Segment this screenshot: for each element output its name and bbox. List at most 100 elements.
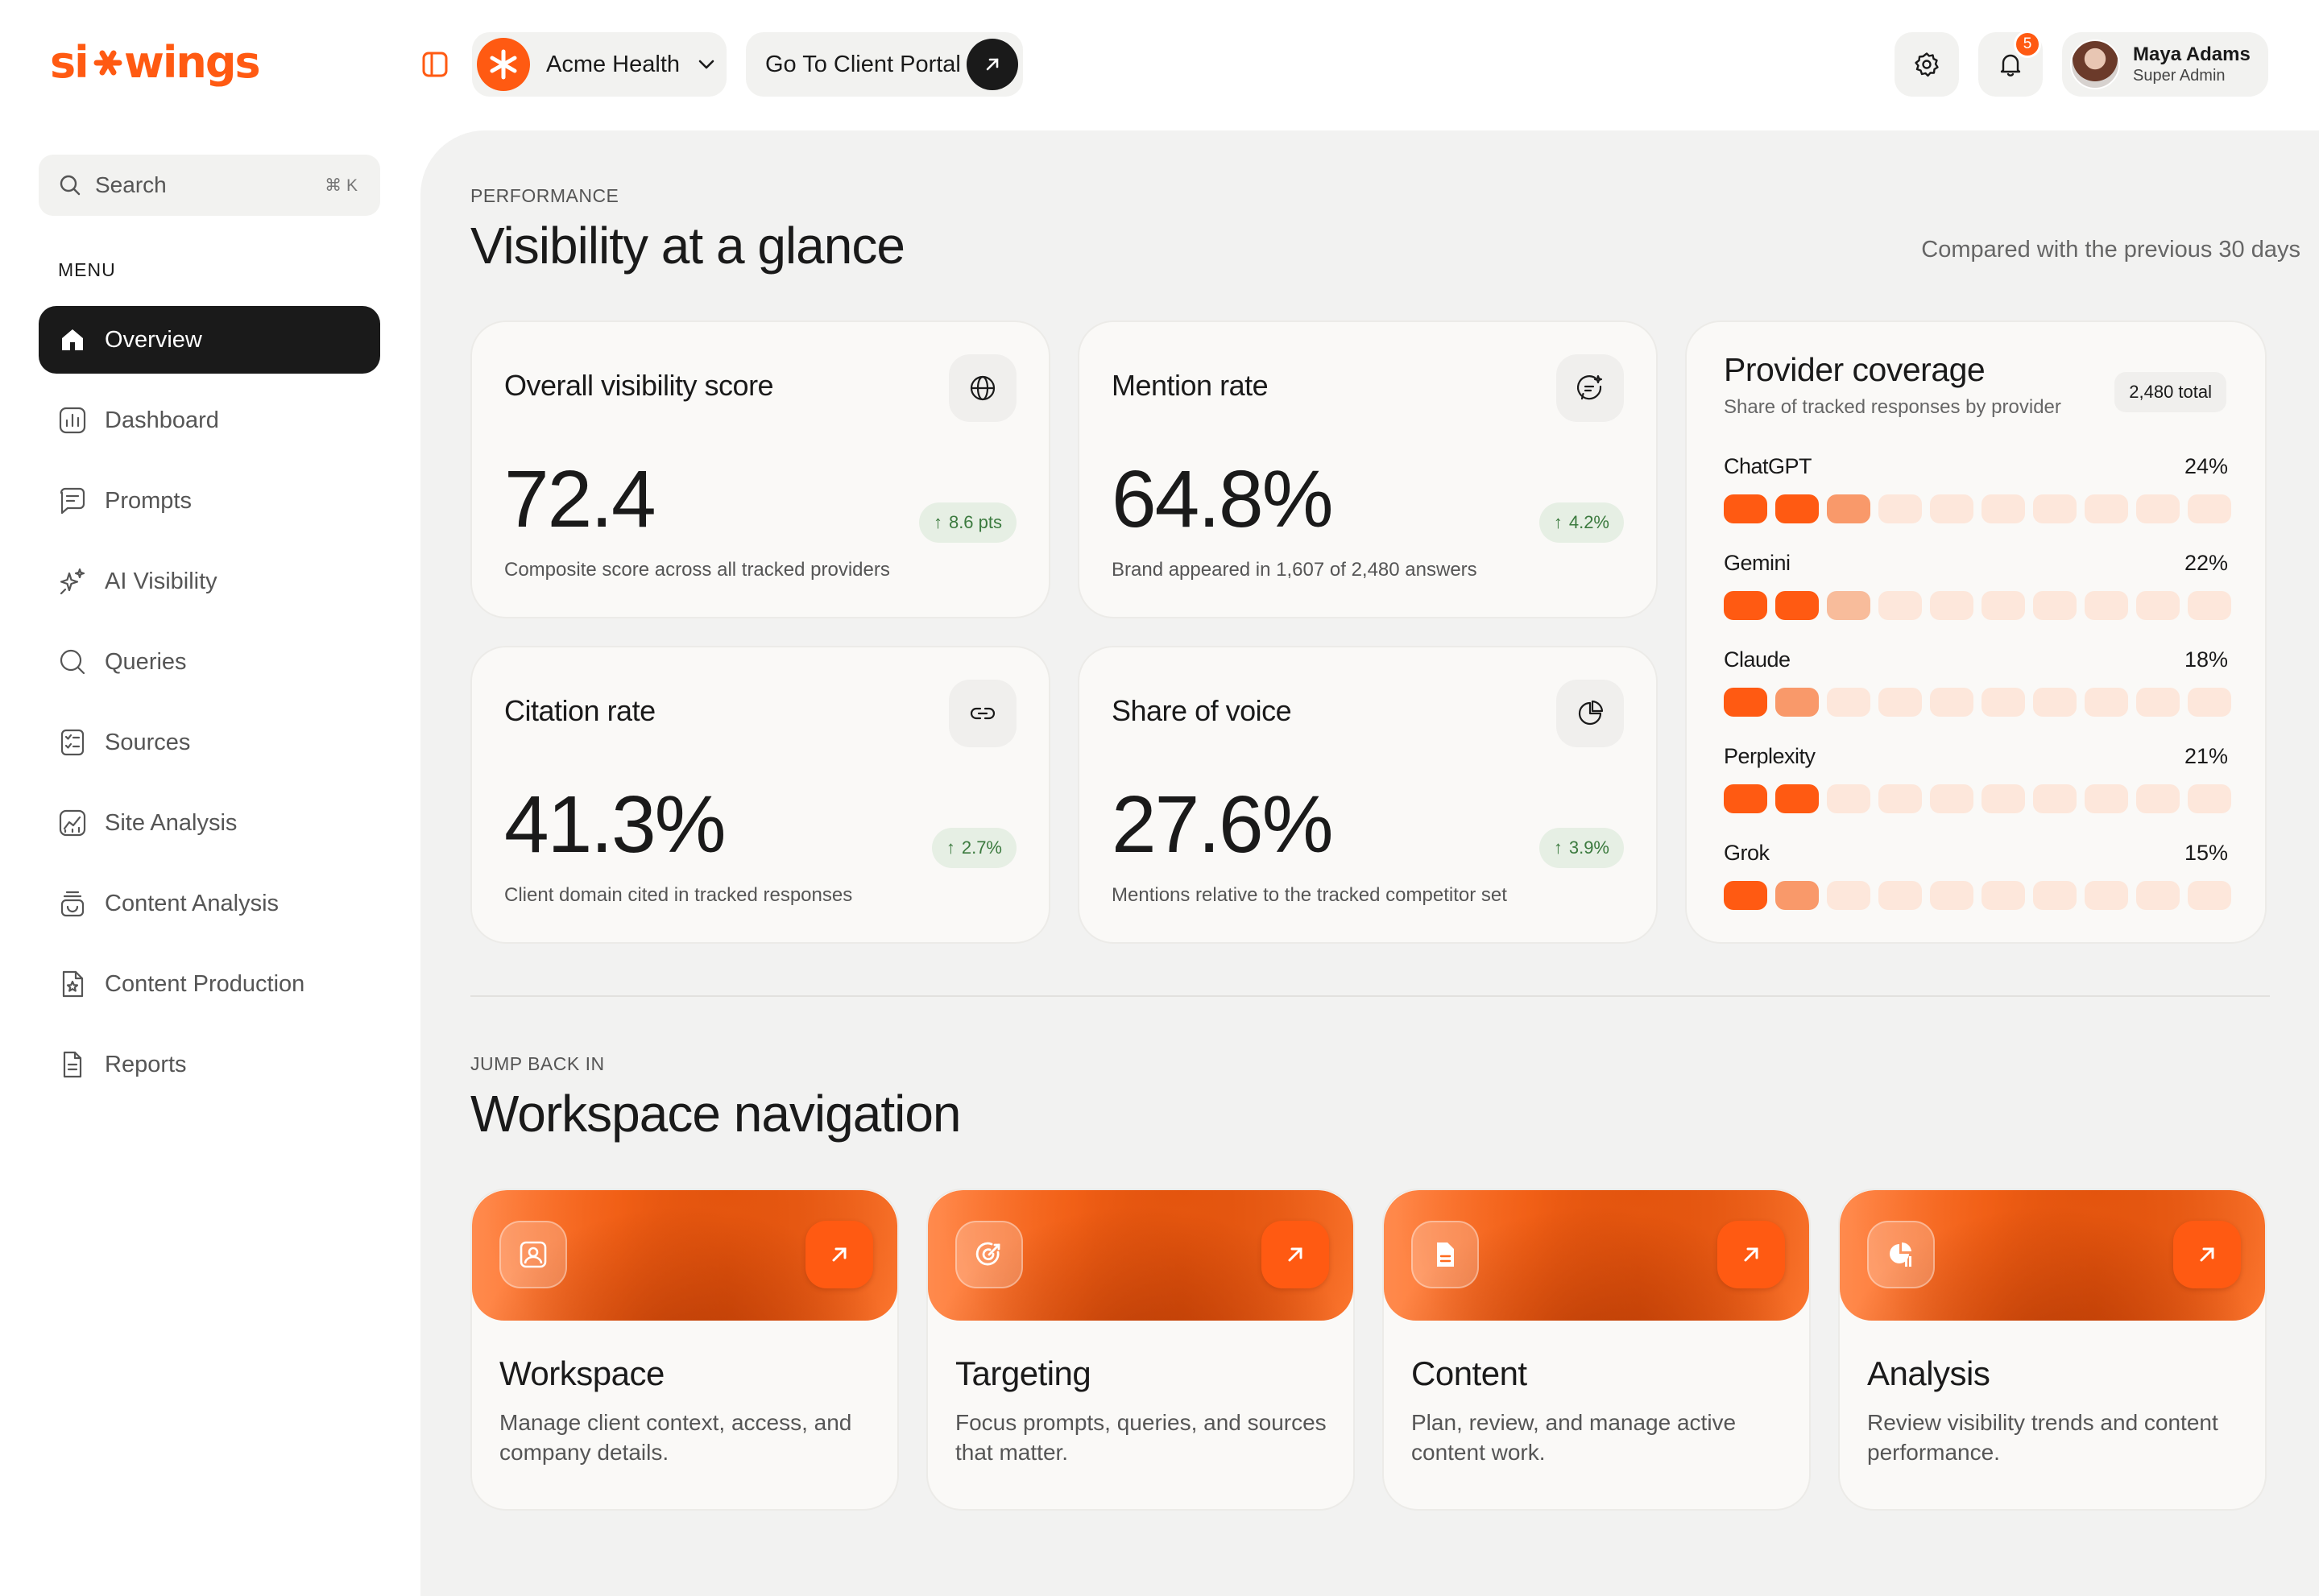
provider-share-bar bbox=[1724, 881, 2231, 910]
provider-share-block bbox=[1982, 688, 2025, 717]
provider-share-block bbox=[2188, 688, 2231, 717]
metric-delta-value: 4.2% bbox=[1568, 512, 1609, 532]
provider-share-block bbox=[2085, 784, 2128, 813]
sidebar-item-prompts[interactable]: Prompts bbox=[39, 467, 380, 535]
nav-card-description: Review visibility trends and content per… bbox=[1867, 1410, 2218, 1465]
pie-chart-icon bbox=[1867, 1221, 1935, 1288]
sidebar-item-reports[interactable]: Reports bbox=[39, 1031, 380, 1098]
sidebar-item-label: Queries bbox=[105, 648, 187, 675]
provider-share-block bbox=[1982, 881, 2025, 910]
metric-card-share-of-voice[interactable]: Share of voice 27.6% ↑ 3.9% Mentions rela… bbox=[1078, 646, 1658, 944]
metric-card-mention-rate[interactable]: Mention rate 64.8% ↑ 4.2% Brand appeared … bbox=[1078, 320, 1658, 618]
document-icon bbox=[56, 1048, 89, 1081]
stack-icon bbox=[56, 887, 89, 920]
sidebar-item-site-analysis[interactable]: Site Analysis bbox=[39, 789, 380, 857]
file-icon bbox=[1411, 1221, 1479, 1288]
message-icon bbox=[56, 485, 89, 517]
notification-count-badge: 5 bbox=[2014, 31, 2041, 58]
sidebar-item-label: AI Visibility bbox=[105, 568, 217, 594]
app-logo[interactable]: si wings bbox=[50, 35, 261, 105]
sidebar-item-label: Prompts bbox=[105, 487, 192, 514]
metric-description: Composite score across all tracked provi… bbox=[504, 559, 890, 581]
provider-share-block bbox=[1930, 494, 1973, 523]
arrow-up-icon: ↑ bbox=[1553, 837, 1563, 858]
arrow-up-right-icon bbox=[967, 39, 1018, 90]
provider-share-block bbox=[1775, 881, 1819, 910]
provider-share-block bbox=[2188, 784, 2231, 813]
provider-share-block bbox=[2085, 881, 2128, 910]
provider-share-block bbox=[2085, 494, 2128, 523]
sidebar-item-content-production[interactable]: Content Production bbox=[39, 950, 380, 1018]
notifications-button[interactable]: 5 bbox=[1978, 31, 2043, 97]
provider-share-block bbox=[1930, 784, 1973, 813]
provider-coverage-subtitle: Share of tracked responses by provider bbox=[1724, 396, 2061, 418]
client-logo-icon bbox=[477, 38, 530, 91]
provider-share-block bbox=[2136, 784, 2180, 813]
metric-value: 72.4 bbox=[504, 454, 656, 544]
metric-card-citation-rate[interactable]: Citation rate 41.3% ↑ 2.7% Client domain … bbox=[470, 646, 1050, 944]
link-icon bbox=[949, 680, 1017, 747]
sidebar-item-sources[interactable]: Sources bbox=[39, 709, 380, 776]
client-portal-label: Go To Client Portal bbox=[765, 51, 961, 77]
avatar bbox=[2070, 39, 2120, 89]
sidebar-item-dashboard[interactable]: Dashboard bbox=[39, 387, 380, 454]
provider-share-block bbox=[1775, 494, 1819, 523]
metric-delta-value: 3.9% bbox=[1568, 837, 1609, 858]
gear-icon bbox=[1915, 52, 1939, 77]
metric-delta-badge: ↑ 8.6 pts bbox=[918, 502, 1017, 543]
provider-share-block bbox=[2033, 591, 2077, 620]
search-shortcut: ⌘ K bbox=[325, 176, 358, 195]
client-selector[interactable]: Acme Health bbox=[472, 32, 727, 97]
provider-share-block bbox=[2033, 688, 2077, 717]
provider-share-block bbox=[1775, 784, 1819, 813]
user-role: Super Admin bbox=[2133, 67, 2226, 85]
client-portal-button[interactable]: Go To Client Portal bbox=[746, 32, 1023, 97]
provider-name: Grok bbox=[1724, 841, 1770, 865]
provider-share-block bbox=[2136, 688, 2180, 717]
arrow-up-icon: ↑ bbox=[933, 512, 942, 532]
sidebar-panel-icon bbox=[422, 52, 448, 77]
provider-percentage: 24% bbox=[2184, 454, 2228, 478]
search-input[interactable]: Search ⌘ K bbox=[39, 155, 380, 216]
nav-card-title: Content bbox=[1411, 1354, 1527, 1392]
provider-coverage-title: Provider coverage bbox=[1724, 351, 1986, 388]
performance-eyebrow: PERFORMANCE bbox=[470, 185, 619, 206]
provider-share-block bbox=[2136, 881, 2180, 910]
arrow-up-right-icon bbox=[2173, 1221, 2241, 1288]
metric-title: Overall visibility score bbox=[504, 369, 774, 402]
provider-share-block bbox=[1878, 591, 1922, 620]
provider-share-block bbox=[1827, 688, 1870, 717]
provider-share-block bbox=[1724, 591, 1767, 620]
comparison-note: Compared with the previous 30 days bbox=[1921, 237, 2300, 263]
sidebar-item-content-analysis[interactable]: Content Analysis bbox=[39, 870, 380, 937]
sixwings-logo-mark: si wings bbox=[50, 37, 261, 88]
nav-card-workspace[interactable]: Workspace Manage client context, access,… bbox=[470, 1189, 899, 1511]
provider-percentage: 22% bbox=[2184, 551, 2228, 575]
metric-delta-badge: ↑ 2.7% bbox=[931, 828, 1017, 868]
chat-sparkle-icon bbox=[1556, 354, 1624, 422]
arrow-up-icon: ↑ bbox=[946, 837, 955, 858]
nav-card-title: Targeting bbox=[955, 1354, 1091, 1392]
nav-card-content[interactable]: Content Plan, review, and manage active … bbox=[1382, 1189, 1811, 1511]
settings-button[interactable] bbox=[1895, 32, 1959, 97]
nav-card-analysis[interactable]: Analysis Review visibility trends and co… bbox=[1838, 1189, 2267, 1511]
provider-share-block bbox=[1827, 784, 1870, 813]
sidebar-item-ai-visibility[interactable]: AI Visibility bbox=[39, 548, 380, 615]
nav-card-targeting[interactable]: Targeting Focus prompts, queries, and so… bbox=[926, 1189, 1355, 1511]
provider-share-block bbox=[1982, 591, 2025, 620]
bar-chart-icon bbox=[56, 404, 89, 436]
provider-share-block bbox=[2085, 591, 2128, 620]
provider-share-block bbox=[2085, 688, 2128, 717]
provider-share-block bbox=[2188, 591, 2231, 620]
provider-share-block bbox=[1930, 881, 1973, 910]
provider-percentage: 15% bbox=[2184, 841, 2228, 865]
sidebar-item-overview[interactable]: Overview bbox=[39, 306, 380, 374]
sidebar-item-queries[interactable]: Queries bbox=[39, 628, 380, 696]
sidebar-toggle-button[interactable] bbox=[417, 47, 453, 82]
metric-value: 64.8% bbox=[1112, 454, 1334, 544]
metric-description: Client domain cited in tracked responses bbox=[504, 884, 853, 906]
provider-share-block bbox=[1982, 784, 2025, 813]
metric-card-visibility-score[interactable]: Overall visibility score 72.4 ↑ 8.6 pts C… bbox=[470, 320, 1050, 618]
provider-share-block bbox=[2136, 494, 2180, 523]
user-menu[interactable]: Maya Adams Super Admin bbox=[2062, 32, 2268, 97]
